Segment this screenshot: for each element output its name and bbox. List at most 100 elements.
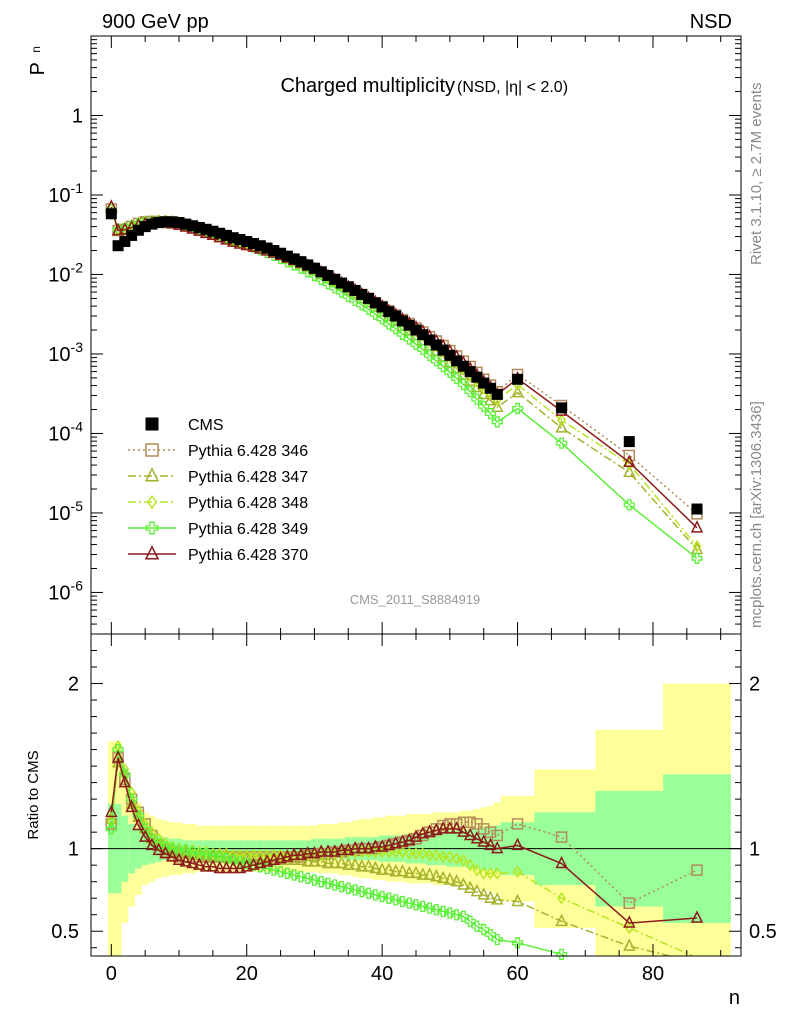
ratio-series-point: [557, 891, 566, 905]
ratio-series-point: [479, 867, 489, 880]
ratio-series-point: [491, 892, 504, 905]
ratio-series-point: [430, 869, 443, 882]
main-y-tick-label-base: 10: [48, 185, 70, 207]
main-x-ticks: [110, 36, 722, 634]
main-y-tick-label: 10-3: [48, 339, 83, 366]
ratio-series-point: [335, 842, 348, 856]
ratio-x-tick-label: 60: [506, 963, 528, 985]
ratio-series-point: [457, 877, 470, 890]
ratio-series-point: [247, 857, 260, 870]
ratio-series: [105, 739, 704, 960]
ratio-series-point: [369, 889, 382, 901]
ratio-series-point: [369, 860, 382, 874]
main-series-point: [691, 552, 703, 564]
ratio-series-point: [329, 879, 341, 891]
ratio-series-point: [486, 867, 495, 880]
ratio-series-point: [159, 845, 172, 859]
ratio-series-point: [389, 836, 402, 849]
ratio-series-point: [491, 829, 503, 842]
ratio-series-point: [138, 829, 152, 842]
ratio-series-point: [382, 837, 396, 851]
main-y-tick-label: 10-1: [48, 180, 83, 207]
ratio-series-point: [623, 897, 636, 909]
ratio-series-point: [623, 915, 636, 928]
ratio-series-point: [254, 855, 267, 869]
ratio-series-point: [166, 849, 179, 862]
legend-label: Pythia 6.428 347: [188, 469, 308, 486]
ratio-series-point: [348, 857, 362, 870]
ratio-series-point: [430, 904, 442, 916]
ratio-series-point: [179, 854, 193, 867]
legend-label: Pythia 6.428 349: [188, 521, 308, 538]
legend-label: Pythia 6.428 346: [188, 443, 308, 460]
ratio-series-point: [477, 823, 490, 835]
ratio-series-point: [452, 852, 462, 865]
ratio-x-tick-label: 0: [106, 963, 117, 985]
ratio-series-point: [465, 858, 475, 872]
ratio-series-point: [276, 848, 285, 862]
ratio-y-tick-label-right: 2: [749, 674, 760, 696]
main-series-point: [111, 222, 125, 236]
ratio-series-point: [288, 869, 300, 881]
ratio-series-point: [255, 848, 265, 862]
y-axis-title-subscript-group: n: [29, 46, 43, 53]
ratio-series-point: [437, 905, 449, 918]
main-y-tick-label-base: 10: [48, 582, 70, 604]
cms-point: [691, 503, 703, 515]
legend-marker: [146, 494, 158, 510]
right-header-label: NSD: [690, 11, 732, 33]
ratio-series-point: [416, 826, 429, 839]
ratio-series-point: [511, 937, 524, 949]
ratio-series-point: [463, 880, 477, 894]
main-series-point: [464, 385, 476, 398]
legend-marker: [145, 417, 159, 431]
ratio-series-point: [207, 849, 219, 861]
ratio-series-point: [457, 824, 470, 837]
ratio-y-tick-label-right: 1: [749, 839, 760, 861]
ratio-series-point: [362, 859, 375, 872]
ratio-series-point: [301, 854, 314, 867]
ratio-axis-title-group: Ratio to CMS: [25, 750, 42, 839]
ratio-series-point: [314, 844, 328, 857]
main-y-tick-label-exponent: -4: [71, 418, 84, 434]
ratio-series-point: [463, 827, 477, 841]
cms-point: [491, 388, 503, 400]
ratio-series-point: [555, 831, 568, 843]
ratio-series-point: [315, 876, 327, 888]
ratio-series-point: [376, 890, 388, 903]
ratio-series-point: [398, 845, 407, 859]
ratio-series-point: [301, 845, 314, 859]
ratio-series-point: [200, 847, 212, 860]
main-series-point: [690, 520, 704, 533]
legend: CMS Pythia 6.428 346 Pythia 6.428 347 Pythi…: [128, 417, 308, 564]
ratio-series-point: [172, 852, 186, 865]
ratio-series-point: [409, 865, 423, 879]
ratio-series-point: [511, 893, 524, 907]
ratio-series-point: [470, 831, 484, 844]
ratio-series-point: [105, 804, 118, 818]
analysis-tag: CMS_2011_S8884919: [350, 592, 481, 607]
ratio-series-point: [355, 859, 369, 872]
legend-marker: [144, 467, 160, 482]
ratio-series-point: [193, 857, 206, 870]
legend-label: Pythia 6.428 370: [188, 547, 308, 564]
ratio-series-point: [423, 824, 436, 837]
main-y-tick-label-exponent: -3: [71, 339, 84, 355]
main-y-tick-label: 10-4: [48, 418, 83, 445]
ratio-series-point: [240, 859, 253, 872]
ratio-series-point: [458, 853, 468, 867]
ratio-series-point: [111, 750, 125, 763]
ratio-series-point: [274, 866, 287, 878]
left-header-label: 900 GeV pp: [102, 11, 209, 33]
ratio-series-point: [491, 840, 504, 854]
ratio-series-point: [294, 847, 308, 861]
ratio-series-point: [443, 821, 457, 834]
ratio-series-point: [145, 837, 159, 851]
main-y-tick-label-exponent: -6: [71, 577, 84, 593]
legend-label: Pythia 6.428 348: [188, 495, 308, 512]
main-series-point: [555, 437, 568, 449]
ratio-series-point: [152, 842, 165, 856]
ratio-series-point: [356, 885, 368, 898]
cms-point: [623, 436, 635, 448]
